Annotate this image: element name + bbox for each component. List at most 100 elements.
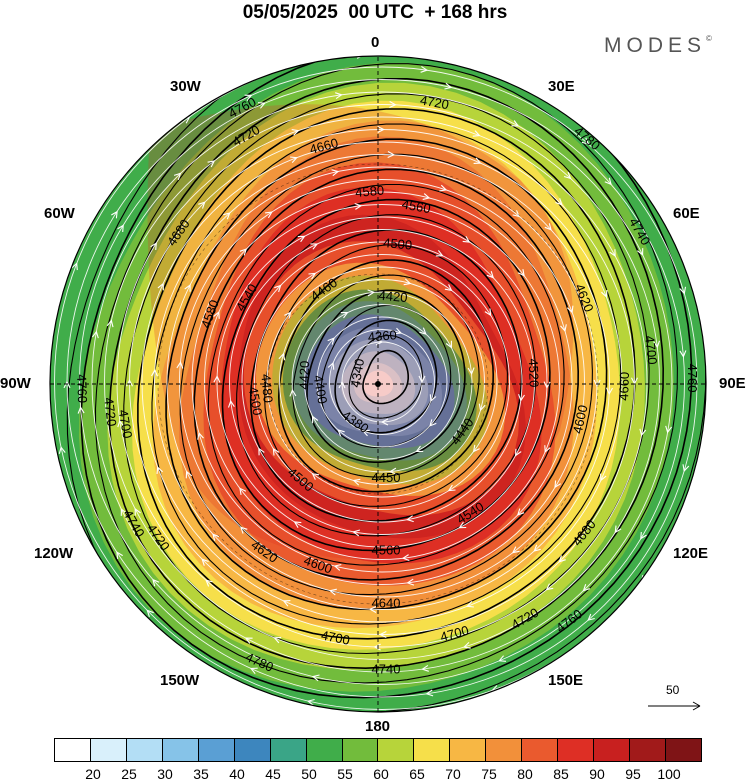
streamline-arrow bbox=[184, 284, 191, 292]
lon-label-150e: 150E bbox=[548, 672, 584, 689]
streamline-arrow bbox=[306, 698, 315, 706]
contour-labels: 4780478047604760476047604740474047404720… bbox=[74, 92, 700, 676]
streamline bbox=[129, 129, 635, 635]
forecast-title: 05/05/2025 00 UTC + 168 hrs bbox=[242, 2, 508, 23]
streamline bbox=[216, 216, 548, 548]
contour-label: 4600 bbox=[570, 404, 591, 435]
streamline-arrow bbox=[601, 290, 608, 298]
streamline-arrow bbox=[356, 56, 365, 59]
streamline-arrow bbox=[201, 558, 209, 566]
colorbar-swatch bbox=[594, 739, 630, 761]
streamline-arrow bbox=[185, 470, 193, 479]
streamline-arrow bbox=[544, 223, 552, 231]
streamline-arrow bbox=[284, 311, 292, 320]
streamline-arrow bbox=[273, 636, 282, 644]
streamline-arrow bbox=[198, 201, 206, 209]
streamline bbox=[179, 179, 585, 585]
contour-label: 4760 bbox=[74, 374, 90, 403]
streamline-arrow bbox=[340, 312, 349, 319]
streamline-arrow bbox=[581, 137, 590, 145]
streamline-arrow bbox=[544, 445, 551, 454]
contour-label: 4700 bbox=[320, 628, 351, 648]
streamline-arrow bbox=[297, 235, 306, 243]
lon-label-150w: 150W bbox=[160, 672, 200, 689]
streamline bbox=[154, 154, 610, 610]
lon-label-120e: 120E bbox=[673, 545, 709, 562]
streamline-arrow bbox=[71, 262, 78, 271]
streamline-arrow bbox=[415, 445, 424, 452]
contour-label: 4580 bbox=[355, 183, 385, 200]
streamline bbox=[54, 56, 706, 710]
streamline-arrow bbox=[377, 126, 385, 133]
streamline-arrow bbox=[337, 429, 345, 437]
map-boundary bbox=[49, 55, 707, 713]
streamline bbox=[241, 241, 523, 523]
streamline-arrow bbox=[291, 129, 300, 136]
streamline bbox=[329, 329, 435, 435]
height-contour-line bbox=[179, 153, 593, 596]
colorbar-swatch bbox=[270, 739, 307, 761]
contour-label: 4660 bbox=[308, 135, 340, 157]
streamline-arrow bbox=[418, 375, 426, 384]
streamline-arrow bbox=[640, 531, 647, 540]
contour-label: 4760 bbox=[685, 364, 700, 393]
streamline-arrow bbox=[387, 151, 396, 159]
streamline-arrow bbox=[473, 157, 482, 164]
colorbar-swatch bbox=[630, 739, 666, 761]
streamline-arrow bbox=[563, 171, 572, 180]
streamline-arrow bbox=[213, 310, 220, 319]
height-contour-line bbox=[292, 274, 480, 478]
streamline-arrow bbox=[462, 236, 471, 243]
streamline-arrow bbox=[77, 406, 85, 414]
lon-label-60e: 60E bbox=[673, 205, 700, 222]
streamline-arrow bbox=[150, 242, 157, 250]
streamline bbox=[279, 279, 485, 485]
streamline-arrow bbox=[512, 210, 521, 218]
streamline-arrow bbox=[117, 419, 125, 428]
colorbar-swatch bbox=[665, 739, 701, 761]
colorbar-swatch bbox=[234, 739, 271, 761]
streamline-arrow bbox=[435, 250, 444, 257]
streamline-arrow bbox=[106, 319, 114, 328]
streamline-arrow bbox=[311, 472, 320, 480]
contour-label: 4720 bbox=[101, 397, 119, 428]
streamline-arrow bbox=[566, 305, 574, 314]
contour-label: 4520 bbox=[526, 358, 542, 387]
streamline-arrow bbox=[614, 525, 622, 534]
streamline-arrow bbox=[422, 193, 431, 200]
height-contour-line bbox=[151, 123, 622, 625]
colorbar-tick-label: 80 bbox=[517, 766, 533, 782]
streamline-arrow bbox=[146, 609, 154, 617]
colorbar-labels: 20 25 30 35 40 45 50 55 60 65 70 75 80 85 90 95 100 bbox=[0, 766, 750, 782]
colorbar-tick-label: 65 bbox=[409, 766, 425, 782]
colorbar-tick-label: 60 bbox=[373, 766, 389, 782]
reference-vector-label: 50 bbox=[666, 683, 680, 697]
streamline-arrow bbox=[679, 350, 687, 358]
streamline-arrow bbox=[134, 507, 141, 516]
streamline-arrow bbox=[394, 327, 403, 335]
streamline bbox=[229, 229, 535, 535]
streamline-arrow bbox=[511, 120, 520, 127]
lon-label-60w: 60W bbox=[44, 205, 75, 222]
streamline-arrow bbox=[278, 352, 286, 361]
streamline-arrow bbox=[604, 177, 612, 186]
latitude-circle bbox=[267, 273, 489, 495]
streamline-arrow bbox=[555, 198, 563, 206]
streamline bbox=[104, 104, 660, 660]
streamline-arrow bbox=[444, 82, 453, 90]
colorbar-tick-label: 95 bbox=[625, 766, 641, 782]
streamline-arrow bbox=[420, 65, 429, 73]
height-contour-line bbox=[334, 319, 438, 434]
contour-label: 4360 bbox=[367, 327, 397, 344]
streamline-arrow bbox=[327, 337, 335, 345]
colorbar-swatch bbox=[198, 739, 235, 761]
colorbar-swatch bbox=[450, 739, 487, 761]
streamline bbox=[266, 266, 498, 498]
streamline-arrow bbox=[240, 526, 248, 534]
colorbar-swatch bbox=[126, 739, 163, 761]
streamline-arrow bbox=[274, 284, 282, 293]
colorbar-swatch bbox=[55, 739, 91, 761]
streamline-arrow bbox=[176, 361, 184, 369]
streamline-arrow bbox=[249, 667, 258, 675]
streamline-arrow bbox=[472, 444, 480, 453]
